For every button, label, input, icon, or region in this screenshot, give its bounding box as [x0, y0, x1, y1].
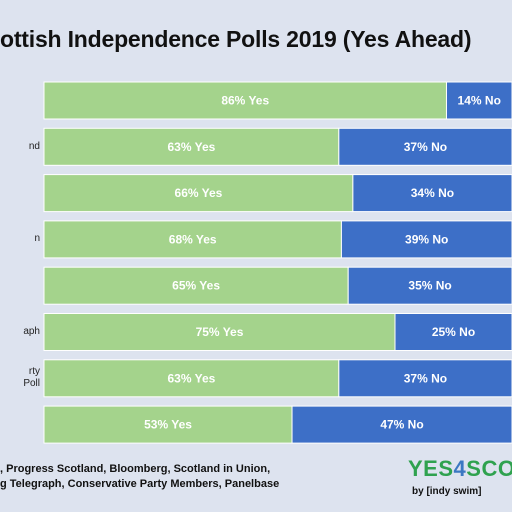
bar-label-no-4: 35% No: [408, 279, 451, 293]
bar-no-0: [445, 81, 512, 120]
category-label-6: rty Poll: [23, 366, 40, 390]
brand-logo: YES4SCO: [408, 456, 512, 482]
category-label-1: nd: [28, 140, 40, 152]
bar-yes-0: [43, 81, 447, 120]
bar-label-yes-6: 63% Yes: [168, 371, 216, 385]
brand-credit: by [indy swim]: [412, 486, 482, 497]
bar-label-no-3: 39% No: [405, 232, 448, 246]
bar-no-1: [338, 127, 512, 166]
bar-no-4: [347, 266, 512, 305]
sources-line-1: , Progress Scotland, Bloomberg, Scotland…: [0, 463, 271, 475]
bar-yes-4: [43, 266, 349, 305]
bar-label-yes-0: 86% Yes: [221, 94, 269, 108]
category-label-3: n: [34, 233, 40, 245]
sources-footnote: , Progress Scotland, Bloomberg, Scotland…: [0, 462, 279, 492]
bar-yes-3: [43, 220, 342, 259]
bar-yes-6: [43, 359, 340, 398]
bar-label-no-1: 37% No: [404, 140, 447, 154]
bar-label-yes-3: 68% Yes: [169, 232, 217, 246]
bar-yes-1: [43, 127, 340, 166]
bar-label-no-2: 34% No: [411, 186, 454, 200]
bar-no-5: [394, 313, 512, 351]
bar-label-yes-1: 63% Yes: [168, 140, 216, 154]
bar-label-yes-5: 75% Yes: [196, 325, 244, 339]
bar-no-2: [352, 174, 512, 213]
sources-line-2: g Telegraph, Conservative Party Members,…: [0, 478, 280, 490]
bar-label-no-7: 47% No: [380, 418, 423, 432]
bar-label-yes-2: 66% Yes: [175, 186, 223, 200]
bar-no-6: [338, 359, 512, 398]
bar-label-yes-7: 53% Yes: [144, 418, 192, 432]
brand-part-2: 4: [453, 456, 467, 481]
bar-label-no-0: 14% No: [458, 94, 501, 108]
bar-label-no-5: 25% No: [432, 325, 475, 339]
brand-part-3: SCO: [466, 456, 512, 481]
bar-no-7: [291, 405, 512, 444]
bar-no-3: [340, 220, 512, 259]
category-label-5: aph: [23, 326, 40, 337]
bar-yes-5: [43, 313, 396, 351]
chart-title: ottish Independence Polls 2019 (Yes Ahea…: [0, 26, 472, 52]
brand-part-1: YES: [408, 456, 454, 481]
bar-label-yes-4: 65% Yes: [172, 279, 220, 293]
bar-label-no-6: 37% No: [404, 371, 447, 385]
